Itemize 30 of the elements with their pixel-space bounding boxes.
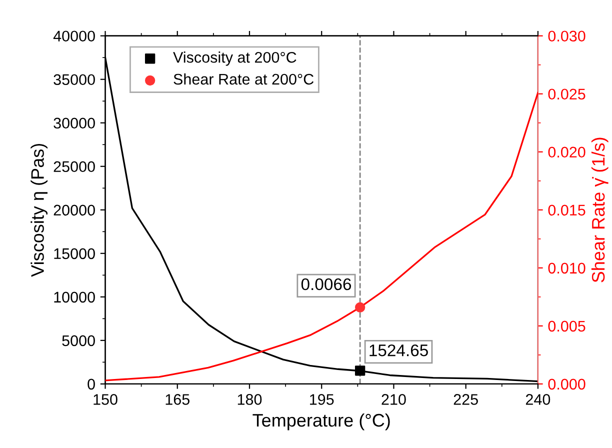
x-tick-label: 195 xyxy=(310,394,334,405)
x-axis-title: Temperature (°C) xyxy=(252,413,390,430)
x-tick-label: 165 xyxy=(166,394,190,405)
y-tick-label: 40000 xyxy=(53,30,95,42)
y-tick-label: 25000 xyxy=(54,161,95,172)
x-tick-label: 180 xyxy=(238,394,262,405)
x-tick-label: 240 xyxy=(526,394,550,405)
y-tick-label: 5000 xyxy=(62,335,95,346)
legend-label: Viscosity at 200°C xyxy=(173,52,296,66)
y-tick-label: 30000 xyxy=(54,118,95,129)
y-tick-label: 10000 xyxy=(54,292,95,303)
y2-tick-label: 0.010 xyxy=(548,262,586,274)
legend-label: Shear Rate at 200°C xyxy=(174,73,314,85)
x-tick-label: 210 xyxy=(382,394,406,405)
data-label: 1524.65 xyxy=(370,344,428,356)
y2-tick-label: 0.000 xyxy=(548,378,586,390)
y-axis-title: Viscosity η (Pas) xyxy=(30,144,48,277)
y2-tick-label: 0.020 xyxy=(548,146,586,158)
y2-tick-label: 0.025 xyxy=(548,88,586,100)
y2-tick-label: 0.015 xyxy=(548,204,586,216)
data-label: 0.0066 xyxy=(301,278,352,290)
x-tick-label: 225 xyxy=(454,394,478,405)
y-tick-label: 15000 xyxy=(54,248,95,260)
y-tick-label: 0 xyxy=(88,378,95,390)
y2-axis-title: Shear Rate γ̇ (1/s) xyxy=(591,138,608,282)
y-tick-label: 20000 xyxy=(54,204,95,216)
y2-tick-label: 0.030 xyxy=(548,30,586,42)
y-tick-label: 35000 xyxy=(54,74,95,86)
y2-tick-label: 0.005 xyxy=(548,320,586,332)
x-tick-label: 150 xyxy=(94,394,118,405)
